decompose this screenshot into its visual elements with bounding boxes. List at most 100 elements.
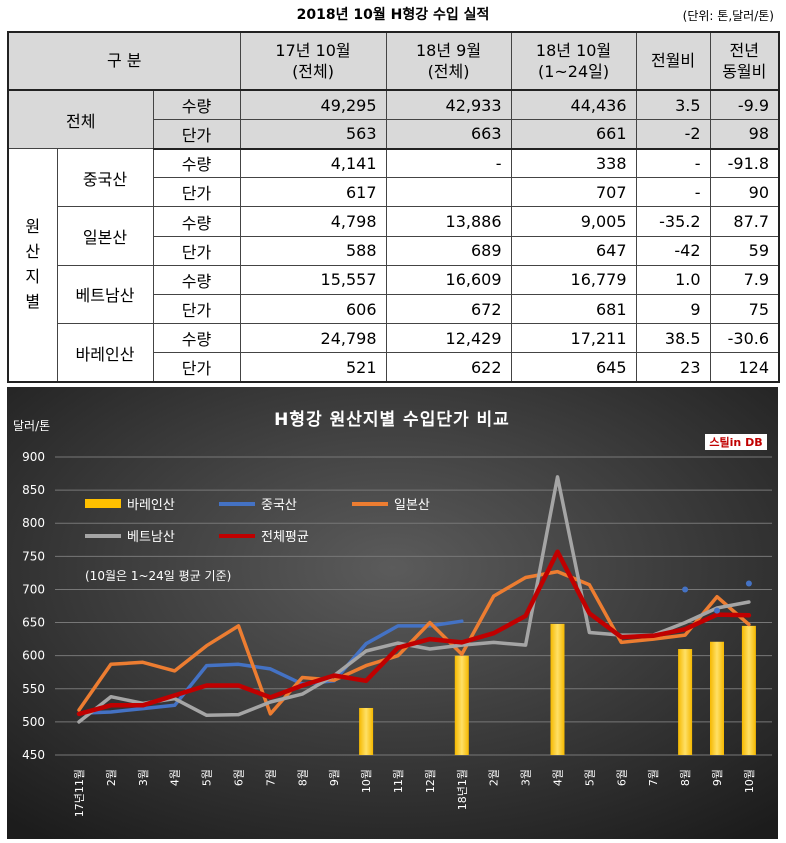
value-cell: 3.5 bbox=[635, 89, 711, 120]
y-tick-label: 600 bbox=[22, 649, 45, 663]
value-cell: 98 bbox=[709, 118, 780, 150]
header-col3: 18년 10월 (1~24일) bbox=[510, 31, 637, 92]
value-cell: 9,005 bbox=[510, 206, 637, 237]
bar-bahrain bbox=[550, 623, 565, 755]
x-tick-label: 2월 bbox=[488, 769, 501, 786]
value-cell bbox=[385, 177, 512, 208]
value-cell: 606 bbox=[239, 293, 387, 325]
logo-text: 스틸in DB bbox=[709, 436, 762, 449]
x-tick-label: 9월 bbox=[711, 769, 724, 786]
x-tick-label: 12월 bbox=[424, 769, 437, 793]
table-row: 단가 563 663 661 -2 98 bbox=[8, 118, 780, 150]
x-tick-label: 18년1월 bbox=[456, 769, 469, 810]
chart-background bbox=[7, 387, 778, 839]
value-cell: 44,436 bbox=[510, 89, 637, 120]
table-row: 바레인산 수량 24,798 12,429 17,211 38.5 -30.6 bbox=[8, 323, 780, 383]
table-row: 일본산 수량 4,798 13,886 9,005 -35.2 87.7 bbox=[8, 206, 780, 266]
bar-bahrain bbox=[678, 649, 693, 755]
value-cell: -91.8 bbox=[709, 148, 780, 179]
metric-cell: 수량 bbox=[152, 264, 241, 295]
table-row: 단가 606 672 681 9 75 bbox=[8, 293, 780, 325]
value-cell: 16,609 bbox=[385, 264, 512, 295]
table-row: 단가 588 689 647 -42 59 bbox=[8, 235, 780, 266]
bar-bahrain bbox=[454, 655, 469, 755]
value-cell: 645 bbox=[510, 352, 637, 383]
y-tick-label: 850 bbox=[22, 483, 45, 497]
x-tick-label: 10월 bbox=[743, 769, 756, 793]
y-tick-label: 550 bbox=[22, 682, 45, 696]
table-row: 원 산 지 별 중국산 수량 4,141-338- -91.8 bbox=[7, 148, 780, 383]
x-tick-label: 3월 bbox=[137, 769, 150, 786]
bar-bahrain bbox=[359, 707, 374, 755]
y-tick-label: 700 bbox=[22, 582, 45, 596]
value-cell: - bbox=[635, 148, 711, 179]
metric-cell: 수량 bbox=[152, 323, 241, 354]
y-axis-label: 달러/톤 bbox=[13, 419, 50, 433]
value-cell: 563 bbox=[239, 118, 387, 150]
legend-label: 중국산 bbox=[261, 498, 297, 513]
table-row: 단가 521 622 645 23 124 bbox=[8, 352, 780, 383]
value-cell: 617 bbox=[239, 177, 387, 208]
value-cell: 1.0 bbox=[635, 264, 711, 295]
value-cell: 13,886 bbox=[385, 206, 512, 237]
x-tick-label: 3월 bbox=[520, 769, 533, 786]
metric-cell: 단가 bbox=[152, 118, 241, 150]
value-cell: 59 bbox=[709, 235, 780, 266]
y-tick-label: 900 bbox=[22, 450, 45, 464]
series-line-2 bbox=[77, 569, 751, 716]
x-tick-label: 2월 bbox=[105, 769, 118, 786]
value-cell: 24,798 bbox=[239, 323, 387, 354]
value-cell: 9 bbox=[635, 293, 711, 325]
value-cell: 42,933 bbox=[385, 89, 512, 120]
import-table: 구 분 17년 10월 (전체) 18년 9월 (전체) 18년 10월 (1~24일… bbox=[7, 31, 781, 383]
series-marker bbox=[682, 586, 689, 593]
metric-cell: 단가 bbox=[152, 293, 241, 325]
x-tick-label: 10월 bbox=[360, 769, 373, 793]
price-chart-svg: H형강 원산지별 수입단가 비교 달러/톤 스틸in DB 450 500 550 6… bbox=[7, 387, 778, 839]
metric-cell: 수량 bbox=[152, 89, 241, 120]
origin-name: 일본산 bbox=[56, 206, 154, 266]
value-cell: -35.2 bbox=[635, 206, 711, 237]
series-marker bbox=[745, 580, 752, 587]
origin-name: 바레인산 bbox=[56, 323, 154, 383]
x-tick-label: 8월 bbox=[679, 769, 692, 786]
x-tick-label: 8월 bbox=[296, 769, 309, 786]
value-cell: 707 bbox=[510, 177, 637, 208]
table-row: 단가 617 707-90 bbox=[8, 177, 780, 208]
origin-name: 베트남산 bbox=[56, 264, 154, 325]
header-col1: 17년 10월 (전체) bbox=[239, 31, 387, 92]
origin-name: 중국산 bbox=[56, 148, 154, 208]
x-tick-label: 5월 bbox=[583, 769, 596, 786]
value-cell: 338 bbox=[510, 148, 637, 179]
value-cell: 672 bbox=[385, 293, 512, 325]
series-line-4 bbox=[76, 549, 752, 717]
legend-label: 전체평균 bbox=[261, 530, 309, 545]
value-cell: 663 bbox=[385, 118, 512, 150]
x-tick-label: 7월 bbox=[264, 769, 277, 786]
x-tick-label: 17년11월 bbox=[73, 769, 86, 817]
x-tick-label: 9월 bbox=[328, 769, 341, 786]
total-label: 전체 bbox=[7, 89, 154, 150]
price-chart: H형강 원산지별 수입단가 비교 달러/톤 스틸in DB 450 500 550 6… bbox=[7, 387, 778, 839]
value-cell: 49,295 bbox=[239, 89, 387, 120]
x-tick-label: 7월 bbox=[647, 769, 660, 786]
value-cell: 4,798 bbox=[239, 206, 387, 237]
legend-swatch bbox=[85, 499, 121, 508]
value-cell: 7.9 bbox=[709, 264, 780, 295]
header-col4: 전월비 bbox=[635, 31, 711, 92]
value-cell: 647 bbox=[510, 235, 637, 266]
value-cell: 17,211 bbox=[510, 323, 637, 354]
metric-cell: 단가 bbox=[152, 235, 241, 266]
table-row: 베트남산 수량 15,557 16,609 16,779 1.0 7.9 bbox=[8, 264, 780, 325]
logo: 스틸in DB bbox=[705, 434, 767, 450]
header-col5: 전년 동월비 bbox=[709, 31, 780, 92]
series-marker bbox=[714, 607, 720, 614]
table-row: 전체 수량 49,295 42,933 44,436 3.5 -9.9 bbox=[7, 89, 780, 150]
value-cell: 521 bbox=[239, 352, 387, 383]
value-cell: 4,141 bbox=[239, 148, 387, 179]
value-cell: 588 bbox=[239, 235, 387, 266]
value-cell: 87.7 bbox=[709, 206, 780, 237]
x-tick-label: 11월 bbox=[392, 769, 405, 793]
x-tick-label: 5월 bbox=[201, 769, 214, 786]
value-cell: 16,779 bbox=[510, 264, 637, 295]
